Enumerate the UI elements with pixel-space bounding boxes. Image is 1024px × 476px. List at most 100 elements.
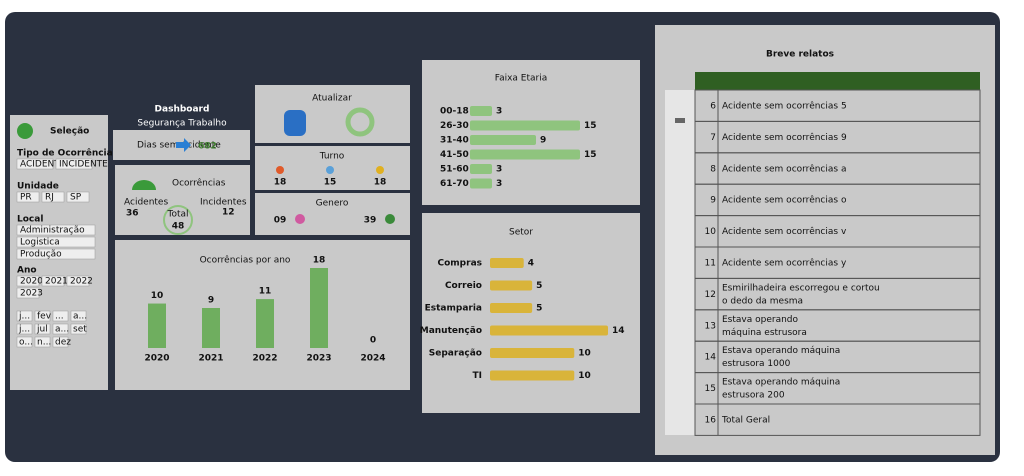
ocorrencias-title: Ocorrências — [172, 178, 226, 189]
bar — [148, 303, 166, 348]
filter-button[interactable] — [66, 191, 90, 203]
row-number: 13 — [705, 321, 716, 331]
bar — [490, 258, 524, 268]
sidebar-title: Seleção — [50, 127, 89, 137]
row-text: Acidente sem ocorrências a — [722, 163, 846, 174]
arrow-icon — [176, 138, 191, 152]
bar — [490, 325, 608, 336]
y-tick-label: Separação — [429, 349, 482, 359]
relatos-title: Breve relatos — [766, 50, 834, 60]
bar — [470, 164, 492, 174]
acidentes-label: Acidentes — [124, 198, 168, 208]
ocorrencias-panel — [115, 165, 250, 235]
filter-option: 2023 — [20, 289, 43, 299]
row-number: 6 — [710, 102, 716, 112]
bar — [310, 268, 328, 348]
month-button[interactable] — [16, 310, 33, 322]
row-number: 7 — [710, 133, 716, 143]
filter-option: Produção — [20, 250, 62, 260]
filter-option: 2020 — [20, 277, 43, 287]
x-tick-label: 2023 — [306, 354, 331, 364]
month-button[interactable] — [34, 323, 51, 335]
genero-panel — [255, 193, 410, 235]
y-tick-label: 00-18 — [440, 107, 469, 117]
month-button[interactable] — [52, 310, 69, 322]
x-tick-label: 2024 — [360, 354, 385, 364]
month-button[interactable] — [70, 310, 87, 322]
turno-value: 15 — [324, 178, 337, 188]
filter-option: Administração — [20, 226, 85, 236]
month-button[interactable] — [34, 310, 51, 322]
value-label: 10 — [578, 349, 591, 359]
row-number: 10 — [705, 227, 717, 237]
y-tick-label: Estamparia — [425, 304, 482, 314]
filter-button[interactable] — [16, 158, 54, 170]
turno-value: 18 — [374, 178, 387, 188]
turno-icon — [376, 166, 384, 174]
y-tick-label: Compras — [438, 259, 482, 269]
value-label: 0 — [370, 336, 376, 346]
value-label: 9 — [540, 136, 546, 146]
row-text: Acidente sem ocorrências 9 — [722, 132, 847, 143]
filter-label: Ano — [17, 266, 37, 276]
month-button[interactable] — [34, 336, 51, 348]
month-button[interactable] — [70, 323, 87, 335]
bar — [256, 299, 274, 348]
genero-icon — [385, 214, 395, 224]
value-label: 3 — [496, 179, 502, 189]
row-text: Estava operando máquina estrusora 200 — [722, 377, 840, 400]
month-button[interactable] — [16, 323, 33, 335]
filter-button[interactable] — [55, 158, 93, 170]
month-button[interactable] — [52, 323, 69, 335]
month-option: j... — [18, 312, 30, 322]
refresh-icon[interactable] — [345, 107, 375, 137]
row-number: 16 — [705, 416, 717, 426]
value-label: 10 — [151, 291, 164, 301]
month-button[interactable] — [52, 336, 69, 348]
filter-label: Unidade — [17, 182, 59, 192]
y-tick-label: 31-40 — [440, 136, 469, 146]
filter-option: ACIDENTE — [20, 160, 66, 170]
table-header — [695, 72, 980, 90]
y-tick-label: 51-60 — [440, 165, 469, 175]
month-option: o... — [19, 338, 33, 348]
incidentes-value: 12 — [222, 208, 235, 218]
row-number: 14 — [705, 353, 717, 363]
total-label: Total — [166, 210, 188, 220]
filter-button[interactable] — [16, 287, 40, 299]
total-ring — [163, 205, 193, 235]
y-tick-label: 61-70 — [440, 179, 469, 189]
row-number: 9 — [710, 196, 716, 206]
filter-button[interactable] — [66, 275, 90, 287]
filter-button[interactable] — [16, 248, 96, 260]
month-option: jul — [36, 325, 48, 335]
filter-label: Local — [17, 215, 43, 225]
total-value: 48 — [172, 222, 185, 232]
faixa-panel — [422, 60, 640, 205]
filter-button[interactable] — [16, 236, 96, 248]
filter-option: 2022 — [70, 277, 93, 287]
turno-icon — [276, 166, 284, 174]
row-text: Acidente sem ocorrências y — [722, 258, 847, 269]
filter-button[interactable] — [41, 191, 65, 203]
chart-title: Ocorrências por ano — [200, 255, 291, 266]
database-icon — [284, 110, 306, 136]
filter-button[interactable] — [16, 275, 40, 287]
filter-button[interactable] — [41, 275, 65, 287]
filter-button[interactable] — [16, 191, 40, 203]
month-button[interactable] — [16, 336, 33, 348]
month-option: a... — [73, 312, 87, 322]
atualizar-panel[interactable] — [255, 85, 410, 143]
bar — [490, 280, 533, 291]
value-label: 18 — [313, 256, 326, 266]
turno-value: 18 — [274, 178, 287, 188]
value-label: 10 — [578, 371, 591, 381]
filter-option: 2021 — [45, 277, 68, 287]
row-text: Total Geral — [721, 416, 770, 426]
filter-button[interactable] — [16, 224, 96, 236]
bar — [202, 308, 220, 348]
row-text: Estava operando máquina estrusora — [722, 314, 807, 337]
bar — [490, 348, 575, 358]
value-label: 11 — [259, 287, 272, 297]
